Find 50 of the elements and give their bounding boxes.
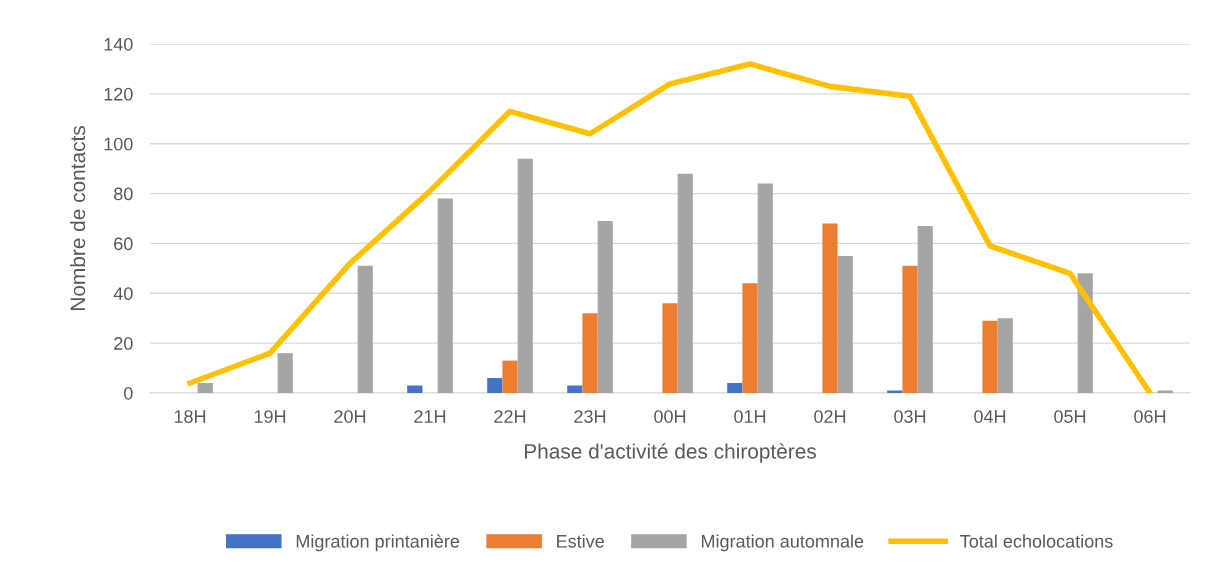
x-axis-title: Phase d'activité des chiroptères <box>524 443 816 463</box>
legend-label: Total echolocations <box>960 534 1113 548</box>
x-tick-label: 21H <box>414 410 446 423</box>
bar <box>982 320 998 393</box>
x-tick-label: 05H <box>1054 410 1086 423</box>
bar <box>1077 273 1093 393</box>
bar <box>567 385 583 393</box>
y-tick-label: 60 <box>114 237 133 251</box>
bar <box>742 283 758 393</box>
x-tick-label: 03H <box>894 410 926 423</box>
bar <box>277 353 293 393</box>
y-tick-label: 120 <box>104 87 133 101</box>
bar <box>582 313 598 393</box>
bar <box>822 223 838 393</box>
bar <box>837 255 853 393</box>
x-tick-label: 19H <box>254 410 286 423</box>
legend-label: Migration automnale <box>701 534 864 552</box>
x-tick-label: 02H <box>814 410 846 423</box>
bar <box>902 265 918 393</box>
bar <box>597 220 613 393</box>
bar <box>757 183 773 393</box>
y-tick-label: 100 <box>104 137 133 151</box>
y-tick-label: 140 <box>104 37 133 51</box>
x-tick-label: 22H <box>494 410 526 423</box>
x-tick-label: 01H <box>734 410 766 423</box>
legend-label: Estive <box>557 534 604 548</box>
x-tick-label: 18H <box>174 410 206 423</box>
legend-label: Migration printanière <box>296 534 460 552</box>
y-tick-label: 80 <box>114 187 133 201</box>
bar <box>997 318 1013 393</box>
bar <box>517 158 533 393</box>
x-tick-label: 23H <box>574 410 606 423</box>
bar <box>357 265 373 393</box>
bar <box>727 383 743 393</box>
bar <box>487 378 503 393</box>
bar <box>677 173 693 393</box>
x-tick-label: 06H <box>1134 410 1166 423</box>
bar <box>917 225 933 393</box>
bar <box>407 385 423 393</box>
bar <box>197 383 213 393</box>
y-tick-label: 0 <box>124 386 133 400</box>
bar <box>662 303 678 393</box>
bar <box>502 360 518 393</box>
y-tick-label: 20 <box>114 337 133 350</box>
x-tick-label: 20H <box>334 410 366 423</box>
x-tick-label: 00H <box>654 410 686 423</box>
y-tick-label: 40 <box>113 287 133 301</box>
bar <box>437 198 453 393</box>
y-axis-title: Nombre de contacts <box>69 126 86 310</box>
x-tick-label: 04H <box>974 410 1006 423</box>
